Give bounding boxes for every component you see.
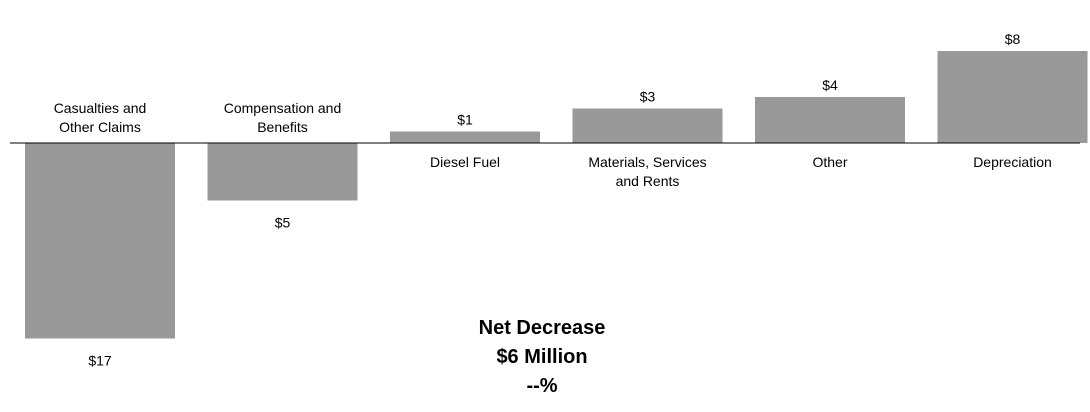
summary-percent: --% <box>526 375 558 397</box>
category-label-materials-services-and-rents-line-1: Materials, Services <box>588 154 706 170</box>
category-label-other-line-1: Other <box>812 154 847 170</box>
category-label-casualties-and-other-claims-line-2: Other Claims <box>59 119 141 135</box>
category-label-compensation-and-benefits-line-1: Compensation and <box>224 100 342 116</box>
bar-materials-services-and-rents <box>572 108 723 143</box>
value-label-materials-services-and-rents: $3 <box>640 89 656 105</box>
bar-compensation-and-benefits <box>207 143 358 201</box>
category-label-casualties-and-other-claims-line-1: Casualties and <box>54 100 147 116</box>
net-change-summary: Net Decrease $6 Million --% <box>432 314 652 401</box>
value-label-other: $4 <box>822 77 838 93</box>
bar-casualties-and-other-claims <box>25 143 175 339</box>
category-label-diesel-fuel-line-1: Diesel Fuel <box>430 154 500 170</box>
labels-group: Casualties and Other Claims $17 Compensatio… <box>54 31 1052 369</box>
summary-title: Net Decrease <box>478 317 606 339</box>
value-label-diesel-fuel: $1 <box>457 112 473 128</box>
value-label-depreciation: $8 <box>1005 31 1021 47</box>
bar-diesel-fuel <box>390 131 540 143</box>
bar-other <box>755 97 905 143</box>
summary-amount: $6 Million <box>496 346 588 368</box>
category-label-compensation-and-benefits-line-2: Benefits <box>257 119 308 135</box>
category-label-depreciation-line-1: Depreciation <box>973 154 1052 170</box>
category-label-materials-services-and-rents-line-2: and Rents <box>616 173 680 189</box>
value-label-casualties-and-other-claims: $17 <box>88 353 112 369</box>
value-label-compensation-and-benefits: $5 <box>275 215 291 231</box>
bars-group <box>25 51 1088 339</box>
bar-depreciation <box>937 51 1088 143</box>
